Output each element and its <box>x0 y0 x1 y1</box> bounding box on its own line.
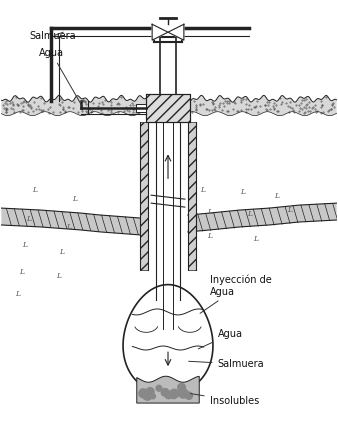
Text: L: L <box>66 223 71 231</box>
Circle shape <box>178 384 186 391</box>
Text: L: L <box>200 186 205 194</box>
Polygon shape <box>152 24 168 40</box>
Circle shape <box>147 395 151 399</box>
Text: L: L <box>73 194 78 202</box>
Bar <box>136 104 146 112</box>
Circle shape <box>165 391 172 399</box>
Bar <box>146 94 190 122</box>
Polygon shape <box>1 208 148 238</box>
Text: L: L <box>247 210 252 218</box>
Text: Agua: Agua <box>39 48 83 108</box>
Circle shape <box>150 394 155 399</box>
Polygon shape <box>168 24 184 40</box>
Text: L: L <box>207 208 212 216</box>
Text: Agua: Agua <box>198 329 243 349</box>
Circle shape <box>171 393 176 399</box>
Text: L: L <box>274 192 279 200</box>
Circle shape <box>143 391 152 400</box>
Text: L: L <box>32 186 38 194</box>
Polygon shape <box>1 95 148 116</box>
Circle shape <box>170 389 179 398</box>
Circle shape <box>156 385 162 391</box>
Text: Insolubles: Insolubles <box>191 393 259 406</box>
Text: Inyección de
Agua: Inyección de Agua <box>200 274 271 314</box>
Text: L: L <box>22 241 27 249</box>
Polygon shape <box>123 285 213 394</box>
Circle shape <box>161 388 169 396</box>
Text: Salmuera: Salmuera <box>29 31 76 41</box>
Circle shape <box>185 392 192 399</box>
Text: L: L <box>56 272 61 280</box>
Bar <box>140 122 148 270</box>
Circle shape <box>178 389 188 398</box>
Polygon shape <box>188 203 337 232</box>
Circle shape <box>178 390 183 396</box>
Text: L: L <box>19 268 24 276</box>
Circle shape <box>139 389 148 398</box>
Bar <box>188 122 196 270</box>
Polygon shape <box>190 95 337 116</box>
Text: Salmuera: Salmuera <box>189 359 264 369</box>
Polygon shape <box>137 376 199 403</box>
Text: L: L <box>16 290 21 298</box>
Text: L: L <box>59 248 64 256</box>
Text: L: L <box>26 215 31 223</box>
Text: L: L <box>207 232 212 240</box>
Circle shape <box>146 388 154 396</box>
Text: L: L <box>240 188 245 196</box>
Text: L: L <box>287 206 292 214</box>
Text: L: L <box>254 235 259 243</box>
